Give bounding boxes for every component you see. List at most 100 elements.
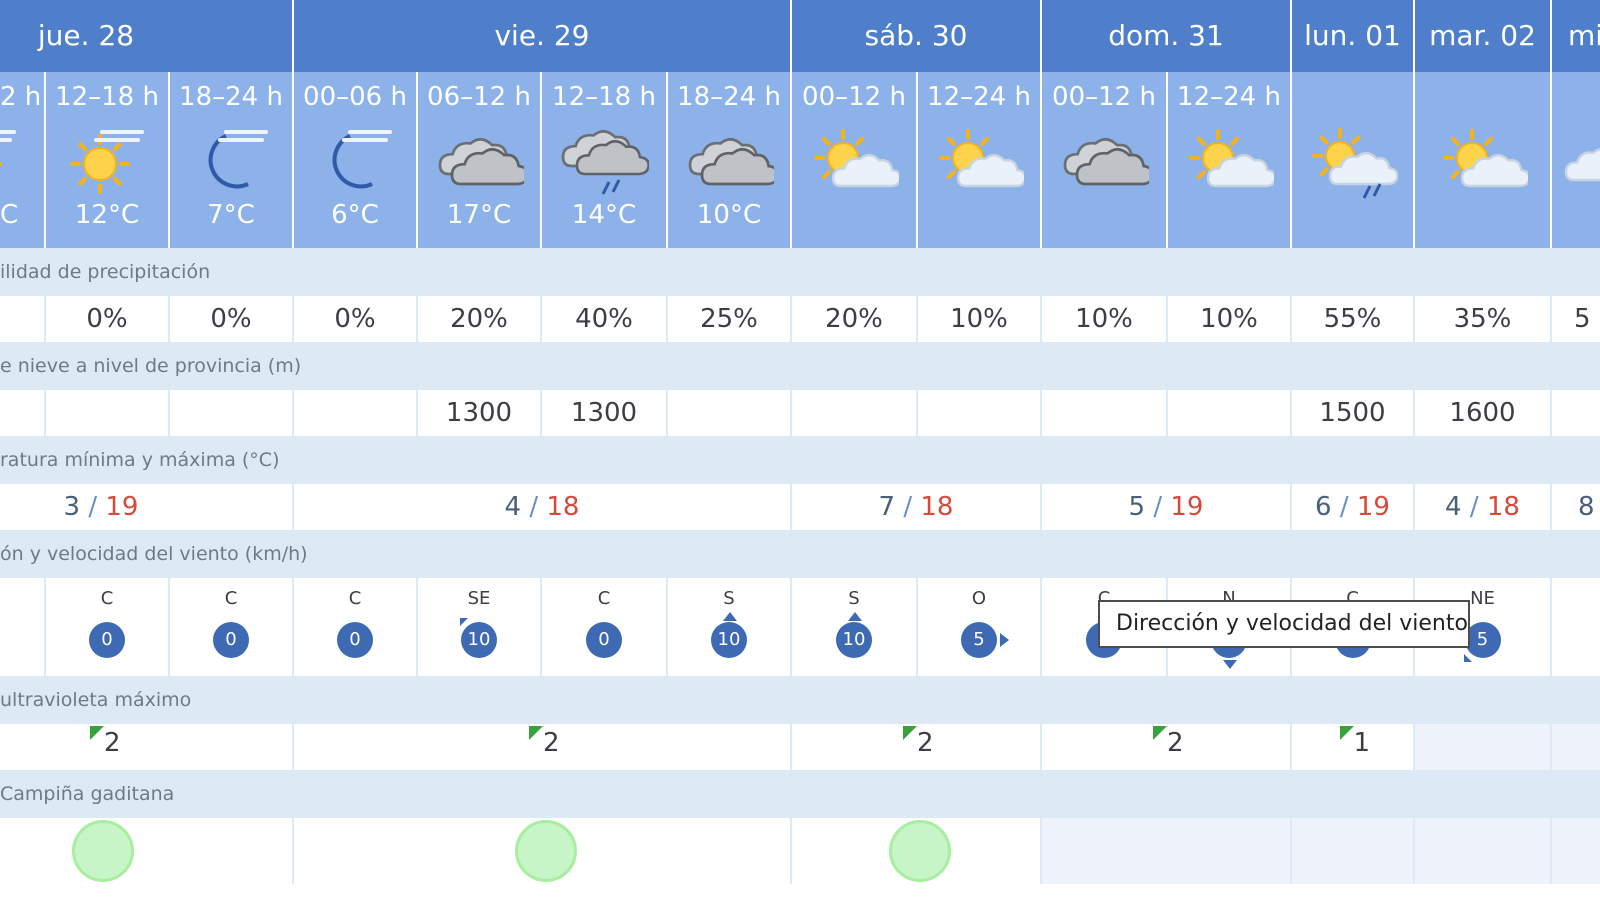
- period-range: 00–12 h: [802, 82, 906, 112]
- temperature-range: 5 / 19: [1042, 492, 1290, 522]
- wind-arrow-icon: [460, 618, 468, 626]
- period-range: 06–12 h: [427, 82, 531, 112]
- period-cell: 18–24 h 7°C: [170, 72, 294, 248]
- air-quality-cell: [792, 818, 1042, 884]
- wind-direction: O: [971, 588, 987, 609]
- air-quality-cell: [1552, 818, 1600, 884]
- wind-arrow-icon: [1000, 633, 1009, 647]
- precipitation-label: ilidad de precipitación: [0, 261, 211, 283]
- air-quality-good-icon: [515, 820, 577, 882]
- sun-haze-icon: [62, 122, 152, 202]
- precipitation-value: 35%: [1453, 304, 1512, 334]
- snow-level-cell: 1600: [1415, 390, 1552, 436]
- precipitation-cell: 10%: [918, 296, 1042, 342]
- temperature-min: 8: [1578, 492, 1595, 522]
- cloud-icon: [1552, 122, 1600, 202]
- wind-cell: SE 10: [418, 578, 542, 676]
- precipitation-cell: 0%: [294, 296, 418, 342]
- wind-cell: [0, 578, 46, 676]
- wind-arrow-icon: [1463, 654, 1472, 662]
- wind-cell: NE 5: [1415, 578, 1552, 676]
- temperature-max: 19: [1170, 492, 1204, 522]
- day-header-row: jue. 28 vie. 29 sáb. 30 dom. 31 lun. 01 …: [0, 0, 1600, 72]
- precipitation-row: 0% 0% 0% 20% 40% 25% 20% 10% 10% 10% 55% 35% 5: [0, 296, 1600, 342]
- uv-flag-icon: [90, 726, 104, 740]
- precipitation-cell: 20%: [418, 296, 542, 342]
- period-cell: 00–12 h: [1042, 72, 1168, 248]
- precipitation-cell: 0%: [46, 296, 170, 342]
- snow-level-value: 1300: [570, 398, 638, 428]
- wind-arrow-icon: [723, 612, 737, 621]
- air-quality-cell: [1042, 818, 1292, 884]
- period-cell: [1552, 72, 1600, 248]
- day-label: dom. 31: [1108, 19, 1224, 52]
- air-quality-cell: [294, 818, 792, 884]
- wind-speed-badge: 5: [1464, 622, 1501, 658]
- moon-haze-icon: [186, 122, 276, 202]
- uv-flag-icon: [903, 726, 917, 740]
- temperature-separator: /: [1331, 492, 1357, 522]
- wind-cell: S 10: [668, 578, 792, 676]
- snow-level-cell: [918, 390, 1042, 436]
- temperature-cell: 4 / 18: [1415, 484, 1552, 530]
- temperature-min: 5: [1128, 492, 1146, 522]
- precipitation-cell: 25%: [668, 296, 792, 342]
- snow-level-cell: [792, 390, 918, 436]
- temperature-min: 3: [63, 492, 81, 522]
- uv-label-row: ultravioleta máximo: [0, 676, 1600, 724]
- uv-flag-icon: [529, 726, 543, 740]
- period-cell: 00–06 h 6°C: [294, 72, 418, 248]
- period-range: 18–24 h: [179, 82, 283, 112]
- uv-row: 2 2 2 2 1: [0, 724, 1600, 770]
- wind-direction: C: [100, 588, 114, 609]
- precipitation-value: 0%: [210, 304, 252, 334]
- wind-row: C 0 C 0 C 0 SE 10 C 0 S 10 S 10 O 5 C N C NE 5: [0, 578, 1600, 676]
- period-cell: 12–24 h: [1168, 72, 1292, 248]
- temperature-cell: 5 / 19: [1042, 484, 1292, 530]
- cloudy-icon: [1059, 122, 1155, 202]
- uv-flag-icon: [1339, 726, 1354, 740]
- snow-level-label-row: e nieve a nivel de provincia (m): [0, 342, 1600, 390]
- wind-cell: S 10: [792, 578, 918, 676]
- sun-haze-icon: [0, 122, 24, 202]
- wind-cell: [1552, 578, 1600, 676]
- period-temperature: 10°C: [696, 200, 762, 230]
- wind-arrow-icon: [1223, 660, 1237, 669]
- temperature-cell: 6 / 19: [1292, 484, 1415, 530]
- snow-level-cell: [0, 390, 46, 436]
- temperature-separator: /: [1145, 492, 1171, 522]
- snow-level-value: 1500: [1319, 398, 1386, 428]
- air-quality-cell: [1415, 818, 1552, 884]
- wind-label-row: ón y velocidad del viento (km/h): [0, 530, 1600, 578]
- temperature-label: ratura mínima y máxima (°C): [0, 449, 280, 471]
- day-header: jue. 28: [0, 0, 294, 72]
- precipitation-value: 10%: [950, 304, 1008, 334]
- uv-flag-icon: [1153, 726, 1167, 740]
- temperature-max: 19: [1356, 492, 1390, 522]
- wind-speed-badge: 0: [89, 622, 125, 658]
- wind-tooltip: Dirección y velocidad del viento: [1098, 600, 1470, 648]
- period-row: 2 h C 12–18 h 12°C 18–24 h 7°C 00–06 h 6°C 0…: [0, 72, 1600, 248]
- sun-cloud-icon: [1184, 122, 1277, 202]
- precipitation-value: 25%: [700, 304, 758, 334]
- temperature-range: 4 / 18: [294, 492, 790, 522]
- period-cell: [1292, 72, 1415, 248]
- day-header: vie. 29: [294, 0, 792, 72]
- air-quality-label-row: Campiña gaditana: [0, 770, 1600, 818]
- temperature-cell: 4 / 18: [294, 484, 792, 530]
- uv-value: 1: [1353, 728, 1371, 758]
- uv-cell: 2: [792, 724, 1042, 770]
- precipitation-value: 20%: [825, 304, 883, 334]
- precipitation-cell: 40%: [542, 296, 668, 342]
- sun-disc: [83, 147, 117, 181]
- period-range: 18–24 h: [677, 82, 781, 112]
- uv-cell: [1552, 724, 1600, 770]
- precipitation-value: 10%: [1075, 304, 1133, 334]
- precipitation-cell: 0%: [170, 296, 294, 342]
- precipitation-label-row: ilidad de precipitación: [0, 248, 1600, 296]
- moon-haze-icon: [310, 122, 400, 202]
- snow-level-cell: [1042, 390, 1168, 436]
- temperature-separator: /: [80, 492, 106, 522]
- wind-speed-badge: 0: [337, 622, 373, 658]
